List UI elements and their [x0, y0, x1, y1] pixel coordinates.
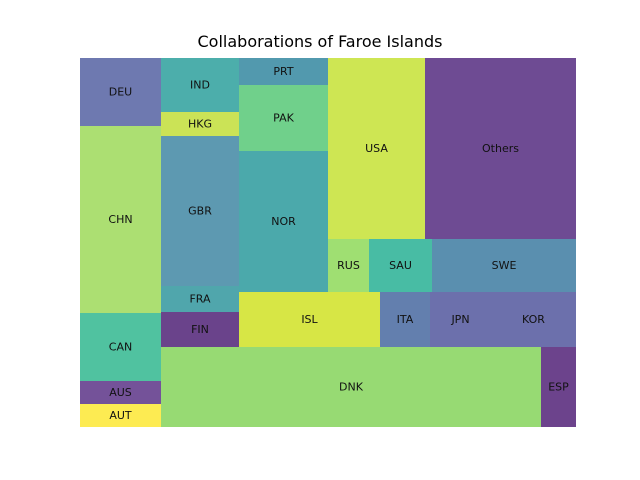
- treemap-label-gbr: GBR: [188, 205, 212, 218]
- treemap-cell-others: [425, 58, 576, 239]
- treemap-label-kor: KOR: [522, 313, 545, 326]
- treemap-label-jpn: JPN: [450, 313, 469, 326]
- treemap-label-esp: ESP: [548, 381, 569, 394]
- treemap-cell-fin: [161, 312, 239, 347]
- treemap-label-pak: PAK: [273, 112, 294, 125]
- treemap-cell-kor: [491, 292, 576, 347]
- chart-title: Collaborations of Faroe Islands: [197, 32, 443, 51]
- treemap-cell-chn: [80, 126, 161, 313]
- treemap-cell-ind: [161, 58, 239, 112]
- treemap-label-ind: IND: [190, 79, 210, 92]
- treemap-label-fin: FIN: [191, 323, 209, 336]
- treemap-label-aus: AUS: [109, 386, 132, 399]
- treemap-label-usa: USA: [365, 142, 388, 155]
- treemap-label-isl: ISL: [301, 313, 318, 326]
- treemap-label-prt: PRT: [273, 65, 293, 78]
- treemap-label-dnk: DNK: [339, 381, 364, 394]
- treemap-cell-can: [80, 313, 161, 381]
- treemap-cell-nor: [239, 151, 328, 292]
- treemap-cell-isl: [239, 292, 380, 347]
- treemap-label-aut: AUT: [109, 409, 132, 422]
- treemap-label-chn: CHN: [108, 213, 132, 226]
- treemap-cell-deu: [80, 58, 161, 126]
- treemap-cell-ita: [380, 292, 430, 347]
- treemap-label-deu: DEU: [109, 86, 132, 99]
- treemap-label-hkg: HKG: [188, 118, 212, 131]
- treemap-label-others: Others: [482, 142, 519, 155]
- treemap-cell-usa: [328, 58, 425, 239]
- treemap-label-swe: SWE: [492, 259, 517, 272]
- treemap-cell-swe: [432, 239, 576, 292]
- treemap-cell-rus: [328, 239, 369, 292]
- treemap-cell-hkg: [161, 112, 239, 136]
- treemap-label-rus: RUS: [337, 259, 360, 272]
- treemap-cell-aut: [80, 404, 161, 427]
- treemap-label-can: CAN: [109, 341, 132, 354]
- treemap-cell-dnk: [161, 347, 541, 427]
- treemap-cell-prt: [239, 58, 328, 85]
- treemap-label-ita: ITA: [397, 313, 414, 326]
- treemap-cell-gbr: [161, 136, 239, 286]
- treemap-cell-esp: [541, 347, 576, 427]
- treemap-cell-fra: [161, 286, 239, 312]
- treemap-cell-aus: [80, 381, 161, 404]
- treemap-cell-pak: [239, 85, 328, 151]
- treemap-label-sau: SAU: [389, 259, 412, 272]
- treemap-label-fra: FRA: [189, 293, 211, 306]
- treemap-label-nor: NOR: [271, 215, 296, 228]
- treemap-cell-jpn: [430, 292, 491, 347]
- treemap-cell-sau: [369, 239, 432, 292]
